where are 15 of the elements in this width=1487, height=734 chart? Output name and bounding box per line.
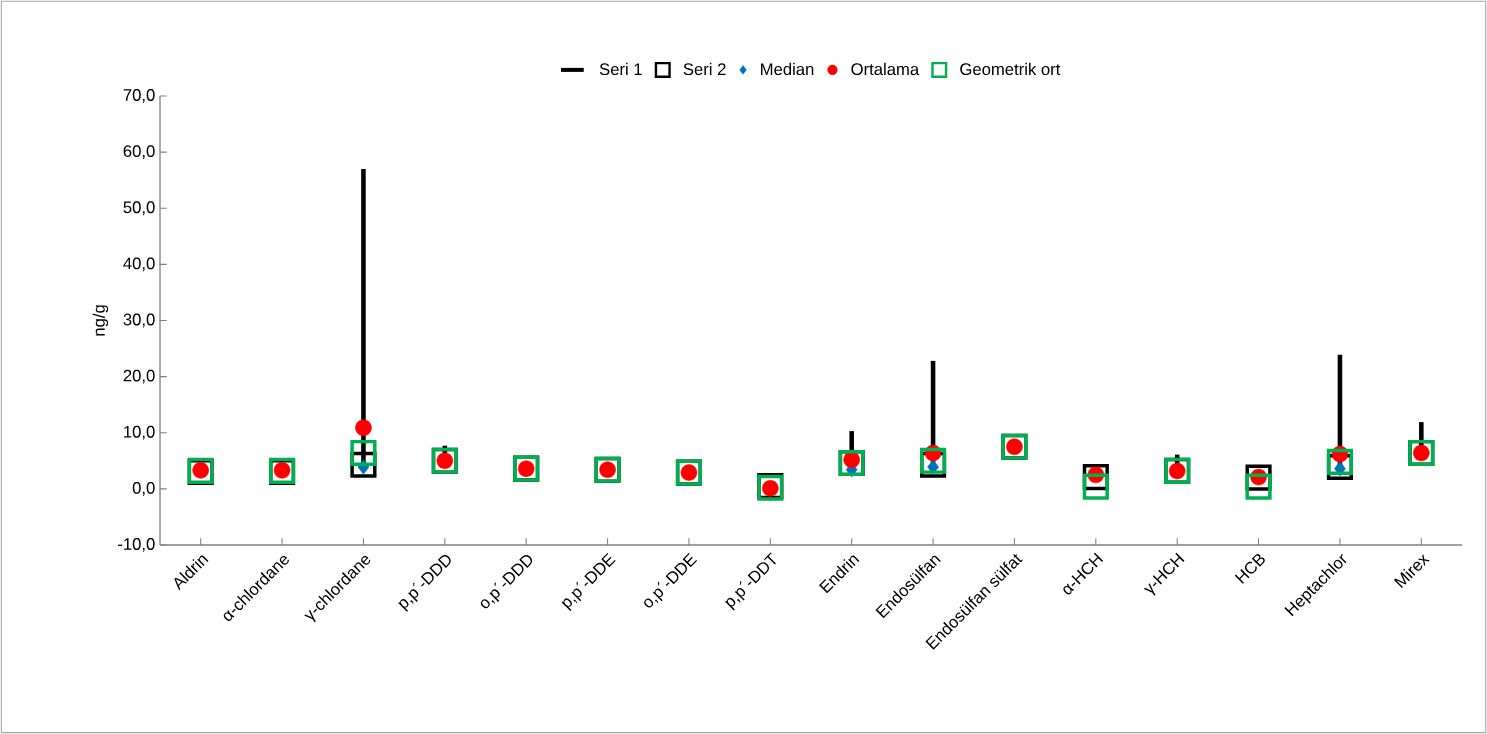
- y-tick-label: 70,0: [123, 89, 155, 103]
- legend-label: Geometrik ort: [960, 62, 1061, 76]
- y-tick-label: 50,0: [123, 201, 155, 216]
- y-tick-label: 60,0: [123, 145, 155, 160]
- legend-label: Ortalama: [851, 62, 920, 76]
- y-tick-label: 40,0: [123, 257, 155, 272]
- y-tick-label: 0,0: [132, 481, 155, 496]
- legend-label: Median: [761, 62, 814, 76]
- y-tick-label: 10,0: [124, 425, 155, 440]
- legend-label: Seri 1: [599, 62, 642, 76]
- legend-label: Seri 2: [683, 62, 726, 76]
- y-tick-label: 20,0: [123, 369, 155, 384]
- y-axis-title: ng/g: [92, 305, 109, 336]
- y-tick-label: -10,0: [118, 538, 155, 552]
- y-tick-label: 30,0: [123, 313, 155, 328]
